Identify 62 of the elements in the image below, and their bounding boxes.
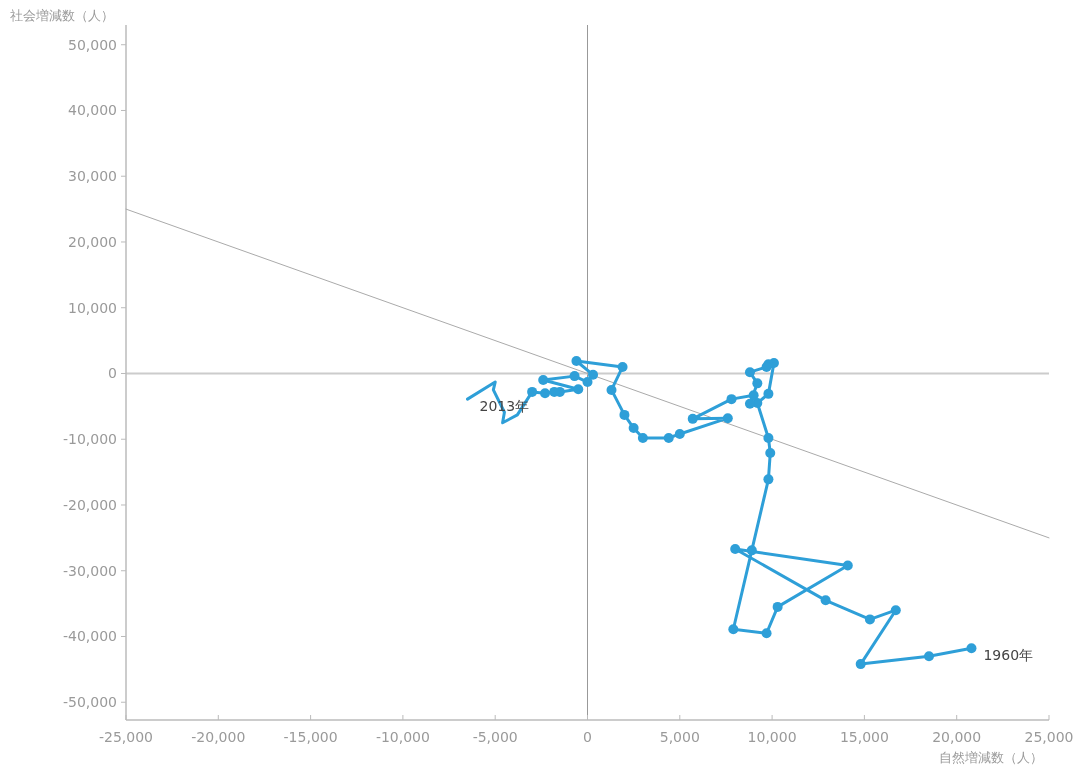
point [730,544,741,555]
point [744,367,755,378]
point [728,624,739,635]
x-tick-label: 25,000 [1024,729,1074,745]
point [569,371,580,382]
point [748,390,759,401]
point [571,355,582,366]
point [820,595,831,606]
y-tick-label: 40,000 [68,102,117,119]
point [763,388,774,399]
point [924,651,935,662]
y-tick-label: 10,000 [68,299,117,316]
y-tick-label: -40,000 [62,628,117,645]
y-tick-label: -50,000 [62,694,117,711]
point [855,659,866,670]
point [763,432,774,443]
annotation: 1960年 [983,647,1034,664]
x-tick-label: -15,000 [283,729,338,745]
x-tick-label: 5,000 [659,729,700,745]
y-tick-label: 20,000 [68,233,117,250]
point [842,560,853,571]
point [761,628,772,639]
y-tick-label: 30,000 [68,168,117,185]
x-tick-label: 10,000 [747,729,797,745]
x-tick-label: 15,000 [839,729,889,745]
point [619,409,630,420]
point [637,432,648,443]
x-axis-title: 自然増減数（人） [939,750,1043,765]
point [617,361,628,372]
x-tick-label: -5,000 [472,729,518,745]
point [966,643,977,654]
x-tick-label: 0 [583,729,592,745]
point [746,545,757,556]
point [726,394,737,405]
y-tick-label: 0 [108,365,117,382]
point [752,378,763,389]
point [763,474,774,485]
x-tick-label: -25,000 [98,729,154,745]
point [864,614,875,625]
point [890,605,901,616]
point [663,432,674,443]
y-axis-title: 社会増減数（人） [10,8,114,23]
x-tick-label: -20,000 [191,729,246,745]
point [588,369,599,380]
y-tick-label: -10,000 [62,431,117,448]
y-tick-label: -20,000 [62,496,117,513]
y-tick-label: -30,000 [62,562,117,579]
point [573,384,584,395]
point [582,377,593,388]
point [606,384,617,395]
point [540,388,551,399]
point [744,398,755,409]
point [538,375,549,386]
x-tick-label: 20,000 [932,729,982,745]
point [722,413,733,424]
point [628,423,639,434]
point [674,428,685,439]
point [687,413,698,424]
x-tick-label: -10,000 [375,729,430,745]
point [765,448,776,459]
point [772,601,783,612]
y-tick-label: 50,000 [68,36,117,53]
